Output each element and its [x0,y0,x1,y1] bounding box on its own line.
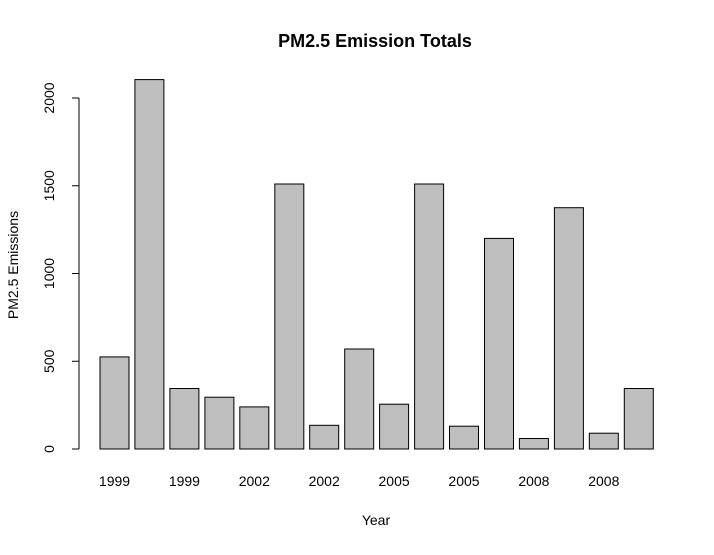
y-axis-label: PM2.5 Emissions [5,211,21,319]
bar [623,388,654,450]
x-tick-label: 2008 [588,473,619,489]
y-tick-label: 0 [41,445,57,453]
x-tick-label: 2002 [239,473,270,489]
x-tick-label: 2002 [309,473,340,489]
bar [239,406,270,450]
bar [344,348,375,450]
bar [449,425,479,450]
chart-title: PM2.5 Emission Totals [278,31,472,51]
bar [414,183,445,450]
bar [309,424,340,450]
x-axis-label: Year [362,512,391,528]
bar [484,237,514,450]
y-tick-label: 2000 [41,82,57,113]
x-tick-label: 1999 [99,473,130,489]
x-tick-label: 2008 [518,473,549,489]
bar [588,432,619,450]
bar [553,207,584,450]
bar [379,403,410,450]
y-tick-label: 1000 [41,258,57,289]
x-tick-label: 2005 [379,473,410,489]
bar [169,388,200,450]
bar [518,438,549,450]
bar [274,183,305,450]
x-tick-label: 1999 [169,473,200,489]
bar [134,79,165,450]
x-tick-label: 2005 [448,473,479,489]
y-tick-label: 500 [41,349,57,373]
bar [204,396,235,450]
bar [99,356,130,450]
y-tick-label: 1500 [41,170,57,201]
y-axis: 0 500 1000 1500 2000 [41,82,80,453]
x-tick-labels-group: 1999 1999 2002 2002 2005 2005 2008 2008 [99,473,620,489]
bars-group [99,79,654,450]
